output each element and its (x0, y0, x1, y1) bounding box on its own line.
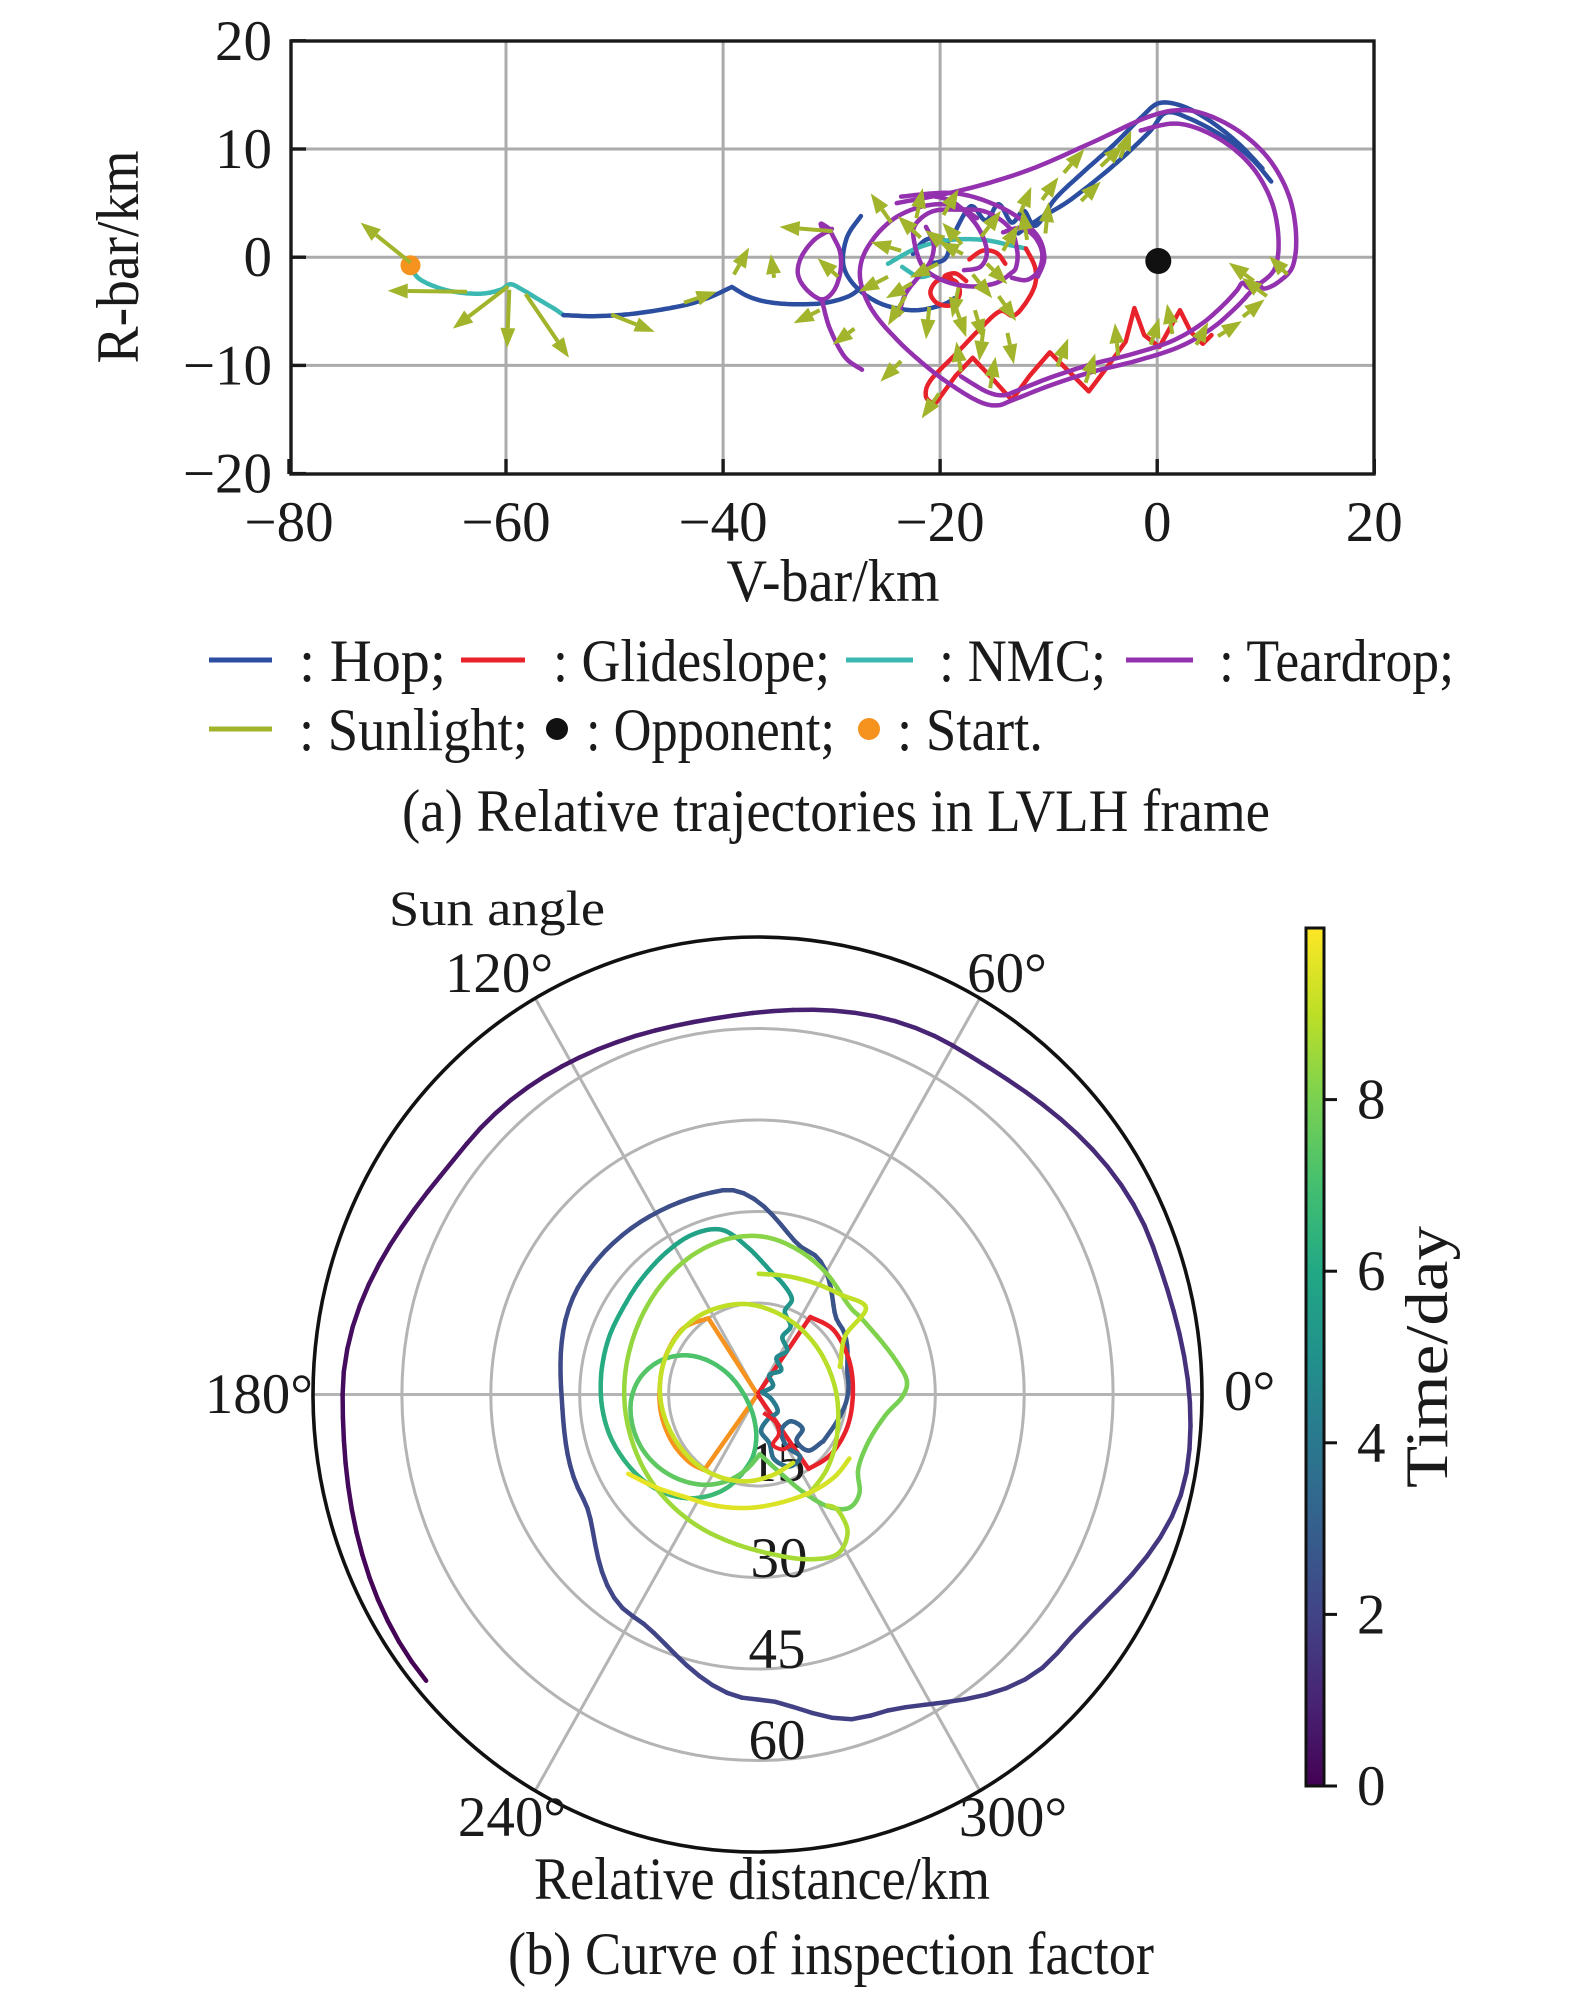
svg-text:−20: −20 (896, 491, 985, 554)
svg-text:0: 0 (1357, 1755, 1386, 1818)
svg-text:300°: 300° (959, 1786, 1067, 1849)
svg-text:0: 0 (244, 226, 273, 289)
svg-text:20: 20 (215, 10, 272, 73)
svg-text:(a) Relative trajectories in L: (a) Relative trajectories in LVLH frame (402, 778, 1270, 844)
svg-text:: Sunlight;: : Sunlight; (299, 697, 528, 763)
svg-text:0°: 0° (1224, 1360, 1275, 1423)
svg-text:240°: 240° (458, 1786, 566, 1849)
svg-text:6: 6 (1357, 1240, 1386, 1303)
svg-text:Relative distance/km: Relative distance/km (534, 1846, 990, 1912)
svg-text:: Teardrop;: : Teardrop; (1219, 628, 1454, 694)
svg-text:−60: −60 (461, 491, 550, 554)
svg-text:−10: −10 (183, 334, 272, 397)
svg-text:60: 60 (749, 1709, 806, 1772)
svg-text:: NMC;: : NMC; (939, 628, 1106, 694)
svg-text:10: 10 (215, 118, 272, 181)
svg-text:0: 0 (1143, 491, 1172, 554)
svg-text:60°: 60° (967, 942, 1047, 1005)
svg-text:120°: 120° (445, 942, 553, 1005)
svg-text:180°: 180° (205, 1363, 313, 1426)
svg-text:20: 20 (1346, 491, 1403, 554)
svg-text:−20: −20 (183, 443, 272, 506)
svg-text:8: 8 (1357, 1069, 1386, 1132)
svg-text:: Start.: : Start. (897, 697, 1043, 763)
svg-text:Sun angle: Sun angle (389, 880, 605, 936)
svg-text:−80: −80 (244, 491, 333, 554)
svg-text:45: 45 (749, 1618, 806, 1681)
svg-text:V-bar/km: V-bar/km (727, 548, 940, 614)
svg-text:−40: −40 (679, 491, 768, 554)
svg-text:4: 4 (1357, 1412, 1386, 1475)
svg-text:R-bar/km: R-bar/km (85, 151, 151, 364)
svg-text:: Hop;: : Hop; (299, 628, 446, 694)
svg-text:: Glideslope;: : Glideslope; (553, 628, 830, 694)
svg-text:: Opponent;: : Opponent; (586, 697, 835, 763)
svg-text:(b) Curve of inspection factor: (b) Curve of inspection factor (508, 1921, 1154, 1987)
svg-text:Time/day: Time/day (1394, 1226, 1460, 1488)
svg-text:2: 2 (1357, 1583, 1386, 1646)
